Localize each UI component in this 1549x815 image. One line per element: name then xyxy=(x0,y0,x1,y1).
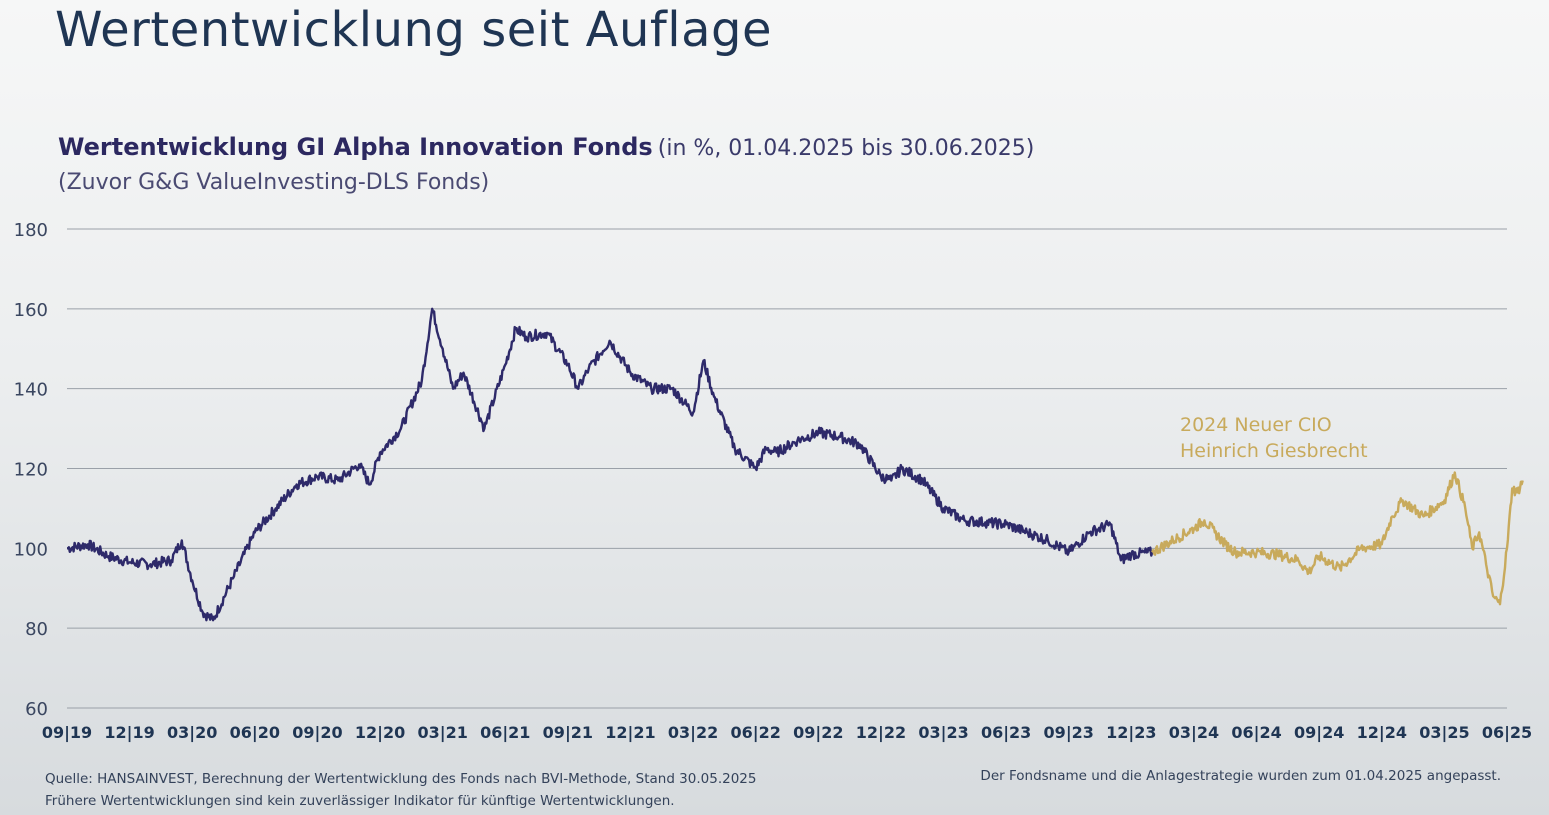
y-tick-label: 100 xyxy=(14,539,48,560)
x-tick-label: 12|23 xyxy=(1106,723,1156,743)
x-tick-label: 03|25 xyxy=(1419,723,1469,743)
chart-title-suffix: (in %, 01.04.2025 bis 30.06.2025) xyxy=(657,136,1035,161)
y-tick-label: 120 xyxy=(14,460,48,481)
x-tick-label: 03|20 xyxy=(167,723,217,743)
x-tick-label: 12|21 xyxy=(605,723,655,743)
footer-source-line-1: Quelle: HANSAINVEST, Berechnung der Wert… xyxy=(45,771,757,787)
x-tick-label: 06|20 xyxy=(230,723,280,743)
x-tick-label: 03|24 xyxy=(1169,723,1219,743)
x-tick-label: 06|23 xyxy=(981,723,1031,743)
x-tick-label: 09|22 xyxy=(793,723,843,743)
y-axis-ticks: 60 80 100 120 140 160 180 xyxy=(14,220,48,720)
x-tick-label: 09|20 xyxy=(292,723,342,743)
x-tick-label: 09|23 xyxy=(1044,723,1094,743)
y-tick-label: 80 xyxy=(25,619,48,640)
x-tick-label: 12|19 xyxy=(104,723,154,743)
x-tick-label: 09|21 xyxy=(543,723,593,743)
x-tick-label: 12|20 xyxy=(355,723,405,743)
x-tick-label: 09|24 xyxy=(1294,723,1344,743)
series-line-after xyxy=(1151,471,1524,606)
footer-source: Quelle: HANSAINVEST, Berechnung der Wert… xyxy=(45,768,756,812)
chart-subtitle: (Zuvor G&G ValueInvesting-DLS Fonds) xyxy=(58,170,490,195)
x-tick-label: 12|24 xyxy=(1357,723,1407,743)
x-tick-label: 06|22 xyxy=(731,723,781,743)
x-tick-label: 06|21 xyxy=(480,723,530,743)
footer-source-line-2: Frühere Wertentwicklungen sind kein zuve… xyxy=(45,793,675,809)
chart-title: Wertentwicklung GI Alpha Innovation Fond… xyxy=(58,133,1034,161)
grid-lines xyxy=(67,228,1507,709)
annotation-line-2: Heinrich Giesbrecht xyxy=(1180,440,1368,462)
y-tick-label: 180 xyxy=(14,220,48,241)
chart-title-main: Wertentwicklung GI Alpha Innovation Fond… xyxy=(58,133,653,161)
x-tick-label: 12|22 xyxy=(856,723,906,743)
page-title: Wertentwicklung seit Auflage xyxy=(55,2,773,58)
annotation-line-1: 2024 Neuer CIO xyxy=(1180,414,1332,436)
x-tick-label: 06|25 xyxy=(1482,723,1532,743)
y-tick-label: 60 xyxy=(25,699,48,720)
x-tick-label: 03|23 xyxy=(918,723,968,743)
x-tick-label: 09|19 xyxy=(42,723,92,743)
x-tick-label: 03|22 xyxy=(668,723,718,743)
y-tick-label: 160 xyxy=(14,300,48,321)
x-tick-label: 03|21 xyxy=(417,723,467,743)
footer-note: Der Fondsname und die Anlagestrategie wu… xyxy=(980,768,1501,784)
x-tick-label: 06|24 xyxy=(1231,723,1281,743)
y-tick-label: 140 xyxy=(14,380,48,401)
series-line-before xyxy=(66,307,1154,622)
series-lines xyxy=(66,307,1524,622)
x-axis-ticks: 09|19 12|19 03|20 06|20 09|20 12|20 03|21 06|21… xyxy=(42,723,1532,743)
